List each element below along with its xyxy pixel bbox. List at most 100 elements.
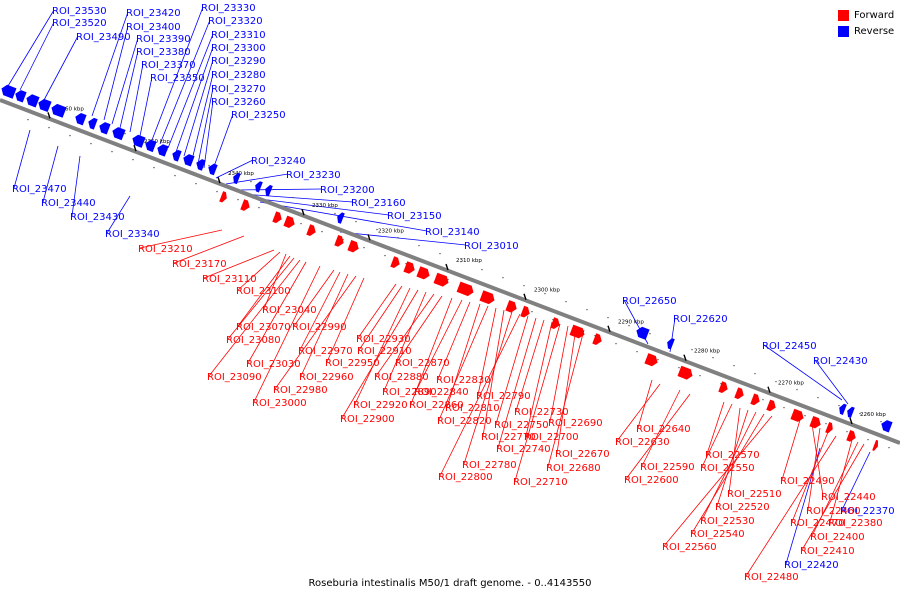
forward-gene [569, 324, 585, 339]
minor-tick [838, 404, 840, 407]
minor-tick [888, 446, 890, 449]
gene-label: ROI_22710 [513, 477, 568, 488]
label-leader [357, 283, 397, 339]
label-leader [745, 435, 837, 577]
label-leader [339, 231, 467, 246]
label-leader [497, 317, 537, 449]
forward-gene [219, 191, 227, 203]
minor-tick [657, 358, 659, 361]
minor-tick [384, 254, 386, 257]
minor-tick [216, 190, 218, 193]
label-leader [235, 188, 323, 191]
label-leader [237, 251, 281, 291]
tick-mark [445, 263, 449, 271]
label-leader [151, 6, 204, 141]
legend-forward: Forward [838, 10, 894, 21]
minor-tick [699, 374, 701, 377]
minor-tick [565, 300, 567, 303]
forward-gene [846, 430, 856, 442]
forward-gene [872, 439, 878, 451]
gene-label: ROI_22450 [762, 341, 817, 352]
gene-label: ROI_22750 [494, 420, 549, 431]
gene-label: ROI_23430 [70, 212, 125, 223]
gene-label: ROI_23520 [52, 18, 107, 29]
forward-gene [677, 365, 693, 380]
minor-tick [846, 430, 848, 433]
gene-label: ROI_22570 [705, 450, 760, 461]
reverse-gene [881, 420, 893, 433]
reverse-gene [183, 154, 195, 167]
minor-tick [258, 206, 260, 209]
minor-tick [804, 414, 806, 417]
gene-label: ROI_22400 [810, 532, 865, 543]
gene-label: ROI_22950 [325, 358, 380, 369]
label-leader [446, 303, 481, 408]
gene-label: ROI_22900 [340, 414, 395, 425]
label-leader [549, 325, 569, 423]
label-leader [203, 249, 275, 279]
minor-tick [229, 172, 231, 175]
label-leader [197, 87, 214, 165]
minor-tick [691, 348, 693, 351]
label-leader [139, 229, 223, 249]
reverse-gene [172, 149, 182, 162]
gene-label: ROI_22870 [395, 358, 450, 369]
minor-tick [615, 342, 617, 345]
label-leader [42, 145, 59, 203]
minor-tick [132, 158, 134, 161]
forward-gene [240, 199, 250, 211]
label-leader [616, 383, 661, 442]
forward-gene [790, 408, 804, 422]
forward-gene [505, 300, 517, 313]
minor-tick [481, 268, 483, 271]
minor-tick [111, 150, 113, 153]
minor-tick [712, 356, 714, 359]
gene-label: ROI_22800 [438, 472, 493, 483]
reverse-gene [1, 84, 17, 99]
forward-gene [644, 353, 658, 367]
label-leader [247, 261, 307, 364]
gene-label: ROI_22860 [409, 400, 464, 411]
gene-label: ROI_22620 [673, 314, 728, 325]
minor-tick [628, 324, 630, 327]
reverse-gene [51, 103, 67, 118]
gene-label: ROI_22880 [374, 372, 429, 383]
gene-label: ROI_22790 [476, 391, 531, 402]
gene-label: ROI_23160 [351, 198, 406, 209]
label-leader [439, 313, 521, 477]
gene-label: ROI_22810 [445, 403, 500, 414]
tick-label: 2260 kbp [860, 412, 886, 418]
label-leader [841, 451, 871, 511]
gene-label: ROI_22910 [357, 346, 412, 357]
gene-label: ROI_22370 [840, 506, 895, 517]
reverse-gene [75, 113, 87, 126]
gene-label: ROI_23270 [211, 84, 266, 95]
forward-gene [825, 422, 833, 434]
minor-tick [762, 398, 764, 401]
label-leader [814, 359, 849, 405]
gene-label: ROI_22730 [514, 407, 569, 418]
label-leader [515, 319, 545, 412]
minor-tick [153, 166, 155, 169]
gene-label: ROI_22960 [299, 372, 354, 383]
tick-mark [767, 386, 771, 393]
label-leader [91, 11, 129, 117]
label-leader [728, 407, 741, 494]
gene-label: ROI_22740 [496, 444, 551, 455]
label-leader [241, 193, 354, 203]
gene-label: ROI_22680 [546, 463, 601, 474]
gene-label: ROI_22520 [715, 502, 770, 513]
gene-label: ROI_22890 [382, 387, 437, 398]
label-leader [525, 321, 553, 437]
label-leader-lines [7, 6, 871, 577]
tick-label: 2270 kbp [778, 381, 804, 387]
label-leader [358, 285, 403, 351]
minor-tick [607, 316, 609, 319]
minor-tick [867, 438, 869, 441]
label-leader [215, 159, 254, 179]
label-leader [691, 413, 765, 534]
forward-gene [283, 215, 295, 228]
gene-label: ROI_22510 [727, 489, 782, 500]
forward-gene [390, 256, 400, 268]
